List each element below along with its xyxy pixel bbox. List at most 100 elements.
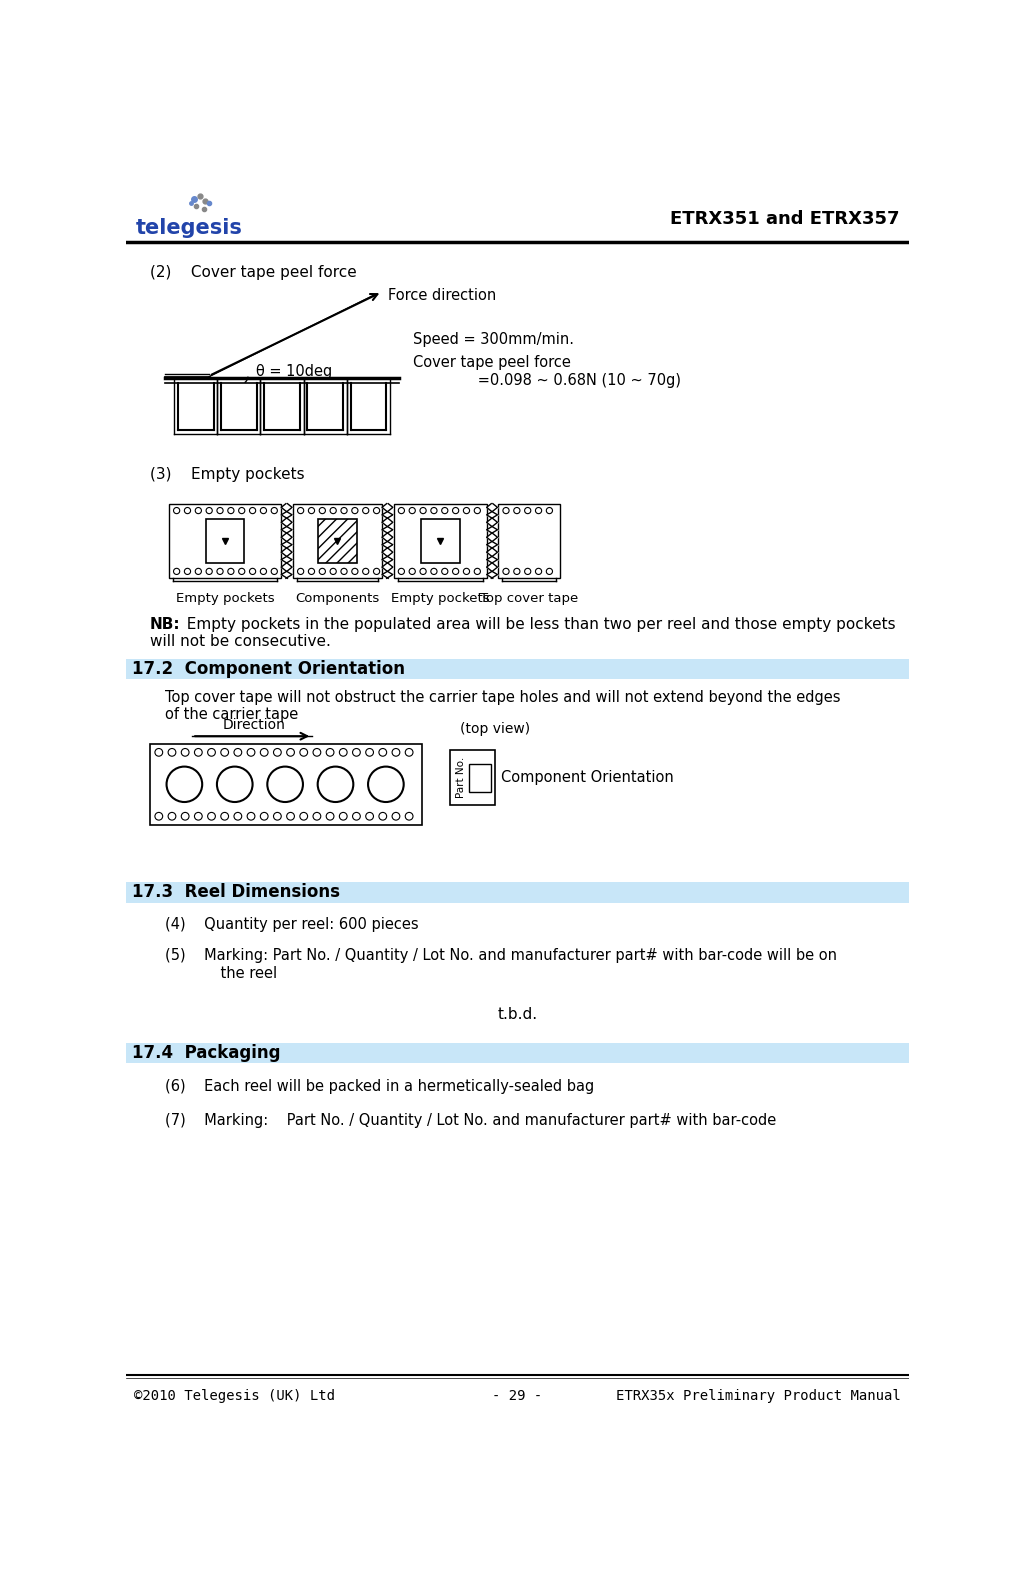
- Circle shape: [431, 507, 437, 513]
- Circle shape: [420, 568, 426, 575]
- Circle shape: [208, 813, 215, 820]
- Bar: [394, 504, 487, 578]
- Text: - 29 -: - 29 -: [493, 1390, 542, 1404]
- Circle shape: [326, 813, 334, 820]
- Circle shape: [287, 748, 295, 756]
- Circle shape: [351, 568, 358, 575]
- Circle shape: [319, 568, 325, 575]
- Text: the reel: the reel: [165, 966, 277, 981]
- Bar: [318, 519, 357, 562]
- Circle shape: [261, 507, 267, 513]
- Circle shape: [524, 568, 531, 575]
- Circle shape: [363, 568, 369, 575]
- Text: ETRX351 and ETRX357: ETRX351 and ETRX357: [671, 210, 900, 227]
- Text: t.b.d.: t.b.d.: [498, 1007, 537, 1022]
- Circle shape: [546, 507, 552, 513]
- Text: Force direction: Force direction: [388, 287, 497, 303]
- Circle shape: [174, 507, 180, 513]
- Circle shape: [420, 507, 426, 513]
- Text: Components: Components: [295, 592, 380, 605]
- Text: ©2010 Telegesis (UK) Ltd: ©2010 Telegesis (UK) Ltd: [134, 1390, 335, 1404]
- Circle shape: [535, 507, 541, 513]
- Circle shape: [217, 507, 223, 513]
- Bar: [169, 504, 281, 578]
- Circle shape: [313, 748, 321, 756]
- Bar: [469, 764, 491, 791]
- Circle shape: [300, 813, 308, 820]
- Text: (4)    Quantity per reel: 600 pieces: (4) Quantity per reel: 600 pieces: [165, 917, 418, 932]
- Circle shape: [475, 507, 481, 513]
- Circle shape: [503, 507, 509, 513]
- Circle shape: [366, 813, 374, 820]
- Text: 17.2  Component Orientation: 17.2 Component Orientation: [132, 660, 405, 679]
- Circle shape: [247, 813, 255, 820]
- Circle shape: [261, 813, 268, 820]
- Bar: [126, 658, 909, 679]
- Circle shape: [326, 748, 334, 756]
- Circle shape: [409, 507, 415, 513]
- Circle shape: [249, 568, 256, 575]
- Circle shape: [368, 766, 404, 802]
- Text: telegesis: telegesis: [135, 218, 242, 238]
- Text: Empty pockets: Empty pockets: [391, 592, 490, 605]
- Circle shape: [238, 507, 244, 513]
- Text: (3)    Empty pockets: (3) Empty pockets: [149, 467, 304, 482]
- Text: 17.4  Packaging: 17.4 Packaging: [132, 1044, 281, 1061]
- Circle shape: [398, 507, 404, 513]
- Circle shape: [195, 813, 202, 820]
- Bar: [206, 519, 244, 562]
- Circle shape: [374, 568, 380, 575]
- Bar: [293, 504, 382, 578]
- Circle shape: [195, 568, 201, 575]
- Circle shape: [330, 568, 336, 575]
- Circle shape: [298, 507, 304, 513]
- Circle shape: [441, 568, 447, 575]
- Circle shape: [195, 748, 202, 756]
- Circle shape: [514, 568, 520, 575]
- Circle shape: [379, 748, 387, 756]
- Circle shape: [174, 568, 180, 575]
- Circle shape: [261, 748, 268, 756]
- Circle shape: [313, 813, 321, 820]
- Bar: [421, 519, 460, 562]
- Text: (top view): (top view): [460, 722, 529, 736]
- Circle shape: [268, 766, 303, 802]
- Text: Empty pockets in the populated area will be less than two per reel and those emp: Empty pockets in the populated area will…: [178, 617, 896, 632]
- Circle shape: [379, 813, 387, 820]
- Text: 17.3  Reel Dimensions: 17.3 Reel Dimensions: [132, 884, 340, 902]
- Text: Speed = 300mm/min.: Speed = 300mm/min.: [413, 332, 574, 347]
- Circle shape: [274, 748, 281, 756]
- Circle shape: [392, 748, 400, 756]
- Text: (7)    Marking:    Part No. / Quantity / Lot No. and manufacturer part# with bar: (7) Marking: Part No. / Quantity / Lot N…: [165, 1113, 777, 1129]
- Circle shape: [341, 507, 347, 513]
- Bar: [126, 883, 909, 903]
- Circle shape: [155, 748, 163, 756]
- Text: =0.098 ~ 0.68N (10 ~ 70g): =0.098 ~ 0.68N (10 ~ 70g): [413, 373, 681, 388]
- Circle shape: [409, 568, 415, 575]
- Circle shape: [503, 568, 509, 575]
- Circle shape: [546, 568, 552, 575]
- Circle shape: [452, 507, 459, 513]
- Circle shape: [228, 568, 234, 575]
- Text: Component Orientation: Component Orientation: [501, 771, 674, 785]
- Circle shape: [234, 813, 241, 820]
- Circle shape: [185, 507, 191, 513]
- Circle shape: [341, 568, 347, 575]
- Circle shape: [319, 507, 325, 513]
- Circle shape: [217, 568, 223, 575]
- Circle shape: [339, 748, 347, 756]
- Text: Part No.: Part No.: [457, 758, 466, 799]
- Circle shape: [249, 507, 256, 513]
- Circle shape: [405, 748, 413, 756]
- Circle shape: [464, 507, 470, 513]
- Circle shape: [374, 507, 380, 513]
- Circle shape: [271, 507, 278, 513]
- Circle shape: [195, 507, 201, 513]
- Circle shape: [155, 813, 163, 820]
- Circle shape: [352, 748, 361, 756]
- Bar: [149, 744, 422, 824]
- Circle shape: [221, 813, 228, 820]
- Circle shape: [524, 507, 531, 513]
- Circle shape: [208, 748, 215, 756]
- Circle shape: [514, 507, 520, 513]
